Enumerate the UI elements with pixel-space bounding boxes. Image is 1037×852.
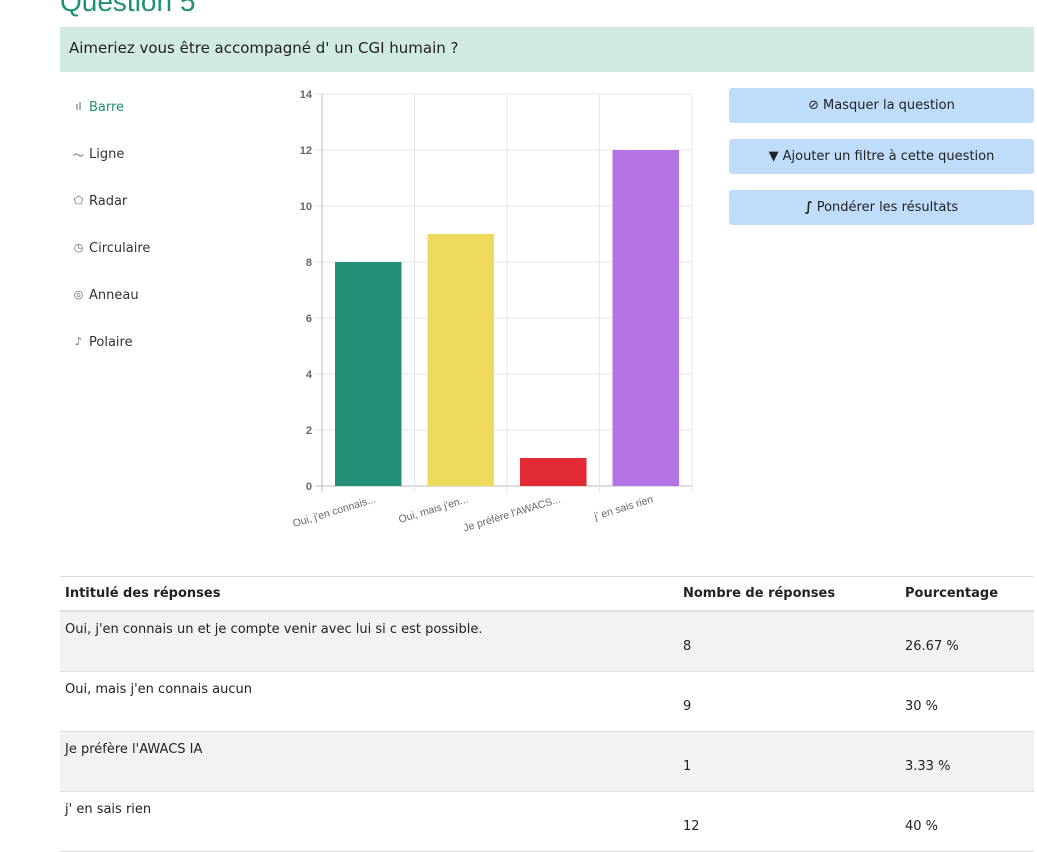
hide-question-button[interactable]: ⊘ Masquer la question	[729, 88, 1034, 123]
table-row: j' en sais rien 12 40 %	[60, 791, 1034, 852]
y-tick-label: 4	[306, 369, 313, 381]
y-tick-label: 2	[306, 425, 312, 437]
y-tick-label: 8	[306, 257, 312, 269]
bar	[520, 458, 587, 486]
answer-label: Oui, j'en connais un et je compte venir …	[60, 611, 678, 672]
answer-percent: 26.67 %	[900, 611, 1034, 672]
answer-label: j' en sais rien	[60, 791, 678, 852]
bar-chart: 0 2 4 6 8 10 12 14 Oui, j'en connais... Oui, mais…	[291, 89, 693, 534]
answer-percent: 40 %	[900, 791, 1034, 852]
answer-percent: 30 %	[900, 671, 1034, 732]
filter-icon: ▼	[768, 149, 779, 164]
answer-count: 1	[678, 731, 900, 792]
chart-type-pie[interactable]: ◷ Circulaire	[73, 241, 151, 256]
table-row: Je préfère l'AWACS IA 1 3.33 %	[60, 731, 1034, 792]
table-row: Oui, mais j'en connais aucun 9 30 %	[60, 671, 1034, 732]
x-tick-label: Oui, mais j'en...	[397, 493, 469, 526]
donut-icon: ◎	[73, 288, 84, 301]
chart-type-radar[interactable]: ⬠ Radar	[73, 194, 128, 209]
y-tick-label: 6	[306, 313, 312, 325]
bar	[612, 150, 679, 486]
integral-icon: ∫	[804, 200, 813, 215]
answer-percent: 3.33 %	[900, 731, 1034, 792]
radar-icon: ⬠	[73, 194, 84, 207]
y-tick-label: 0	[306, 481, 312, 493]
y-tick-label: 14	[300, 89, 313, 101]
x-tick-label: Je préfère l'AWACS...	[462, 493, 562, 534]
answer-label: Je préfère l'AWACS IA	[60, 731, 678, 792]
answer-count: 8	[678, 611, 900, 672]
header-count: Nombre de réponses	[678, 576, 900, 612]
header-percent: Pourcentage	[900, 576, 1034, 612]
pie-icon: ◷	[73, 241, 84, 254]
bar	[335, 262, 402, 486]
line-chart-icon: 〜	[73, 149, 84, 162]
x-tick-label: j' en sais rien	[592, 493, 655, 523]
question-title: Question 5	[60, 0, 196, 17]
question-text: Aimeriez vous être accompagné d' un CGI …	[60, 27, 1034, 72]
answer-count: 12	[678, 791, 900, 852]
answer-label: Oui, mais j'en connais aucun	[60, 671, 678, 732]
bar-chart-icon: ıl	[75, 100, 82, 113]
table-row: Oui, j'en connais un et je compte venir …	[60, 611, 1034, 672]
chart-type-bar[interactable]: ıl Barre	[72, 100, 150, 147]
eye-slash-icon: ⊘	[808, 98, 820, 113]
chart-type-polar[interactable]: ♪ Polaire	[72, 335, 150, 382]
y-tick-label: 12	[300, 145, 312, 157]
chart-type-line[interactable]: 〜 Ligne	[73, 147, 125, 162]
results-table: Intitulé des réponses Nombre de réponses…	[60, 576, 1034, 852]
weight-results-button[interactable]: ∫ Pondérer les résultats	[729, 190, 1034, 225]
chart-type-menu: ıl Barre 〜 Ligne ⬠ Radar ◷ Circulaire ◎ Annea…	[72, 100, 150, 382]
answer-count: 9	[678, 671, 900, 732]
polar-icon: ♪	[74, 335, 83, 348]
x-tick-label: Oui, j'en connais...	[291, 493, 377, 530]
add-filter-button[interactable]: ▼ Ajouter un filtre à cette question	[729, 139, 1034, 174]
y-tick-label: 10	[300, 201, 312, 213]
bar	[427, 234, 494, 486]
header-label: Intitulé des réponses	[60, 576, 678, 612]
chart-type-donut[interactable]: ◎ Anneau	[73, 288, 139, 303]
